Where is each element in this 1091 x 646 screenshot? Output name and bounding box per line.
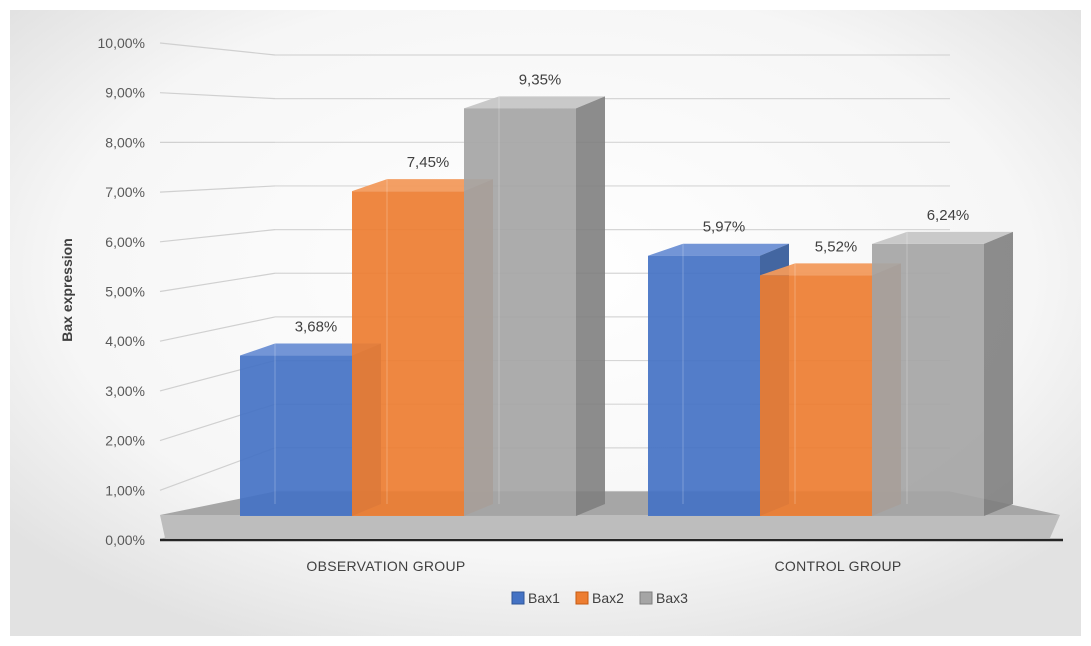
- bar-top-face: [648, 243, 789, 256]
- y-tick-label: 3,00%: [105, 383, 145, 399]
- bar-bax3: [464, 108, 576, 516]
- x-category-label: OBSERVATION GROUP: [306, 558, 465, 574]
- bar-bax1: [648, 255, 760, 516]
- bar-top-face: [352, 179, 493, 192]
- bar-side-face: [576, 96, 605, 516]
- y-tick-label: 6,00%: [105, 234, 145, 250]
- data-label: 9,35%: [519, 71, 562, 88]
- gridline-side: [159, 229, 276, 243]
- gridline-side: [159, 42, 276, 56]
- data-label: 5,52%: [815, 238, 858, 255]
- y-tick-label: 4,00%: [105, 333, 145, 349]
- data-label: 7,45%: [407, 154, 450, 171]
- y-tick-label: 5,00%: [105, 284, 145, 300]
- bar-bax1: [240, 355, 352, 516]
- y-tick-label: 9,00%: [105, 85, 145, 101]
- bar-side-face: [984, 231, 1013, 516]
- legend-label: Bax3: [656, 590, 688, 606]
- legend-label: Bax1: [528, 590, 560, 606]
- data-label: 6,24%: [927, 207, 970, 224]
- x-category-label: CONTROL GROUP: [774, 558, 901, 574]
- gridline-side: [159, 272, 276, 293]
- bar-top-face: [240, 343, 381, 356]
- y-tick-label: 10,00%: [98, 35, 145, 51]
- bar-top-face: [464, 96, 605, 109]
- chart-floor-front: [160, 515, 1060, 538]
- gridline-side: [159, 316, 276, 342]
- y-axis-title: Bax expression: [59, 238, 75, 342]
- legend-label: Bax2: [592, 590, 624, 606]
- y-tick-label: 7,00%: [105, 184, 145, 200]
- bar-top-face: [760, 263, 901, 276]
- bar-bax3: [872, 243, 984, 516]
- y-tick-label: 0,00%: [105, 532, 145, 548]
- y-tick-label: 2,00%: [105, 433, 145, 449]
- legend-swatch-bax2: [575, 591, 589, 605]
- gridline-side: [159, 185, 276, 193]
- y-tick-label: 8,00%: [105, 134, 145, 150]
- data-label: 5,97%: [703, 219, 746, 236]
- gridline-side: [159, 92, 276, 100]
- legend-swatch-bax1: [511, 591, 525, 605]
- bar-bax2: [760, 275, 872, 516]
- bar-top-face: [872, 231, 1013, 244]
- y-tick-label: 1,00%: [105, 482, 145, 498]
- bar-bax2: [352, 191, 464, 516]
- data-label: 3,68%: [295, 319, 338, 336]
- legend-swatch-bax3: [639, 591, 653, 605]
